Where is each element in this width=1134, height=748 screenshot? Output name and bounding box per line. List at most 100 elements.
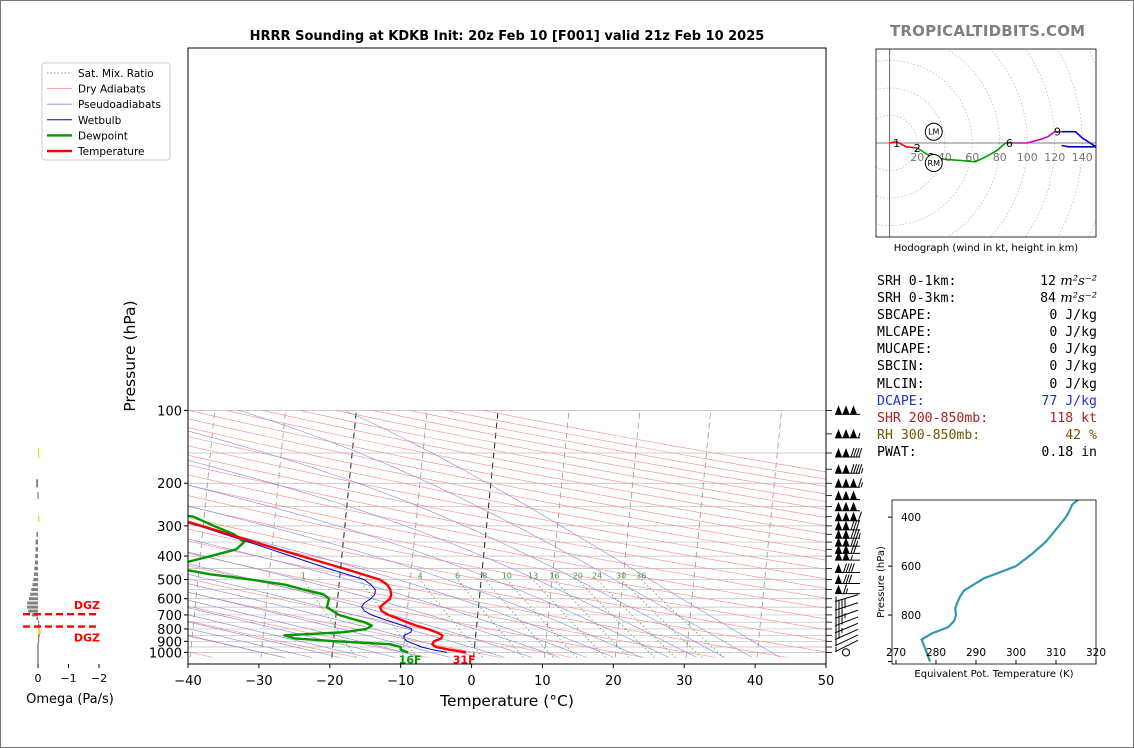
isotherm (614, 410, 641, 658)
legend-entry: Pseudoadiabats (78, 99, 161, 111)
dry-adiabat (188, 528, 826, 653)
x-tick-label: −30 (245, 674, 272, 689)
barb-flag (835, 529, 842, 539)
barb-full (843, 574, 847, 584)
omega-panel: DGZ DGZ 0 −1 −2 Omega (Pa/s) (23, 447, 114, 707)
omega-bar (33, 577, 38, 582)
dry-adiabat (188, 517, 826, 641)
stat-label: SRH 0-1km: (877, 274, 957, 289)
barb-flag (842, 405, 850, 415)
hodograph-ring-label: 20 (910, 151, 924, 164)
wind-barb (834, 639, 859, 653)
barb-full (855, 464, 860, 474)
stat-row: MUCAPE: 0 J/kg (877, 341, 1097, 358)
omega-bar (27, 605, 38, 609)
theta-e-profile (920, 500, 1079, 662)
moist-adiabat (344, 410, 781, 658)
y-tick-label: 600 (157, 593, 182, 608)
stat-label: MLCIN: (877, 376, 925, 392)
wind-barb (835, 447, 863, 458)
hodograph-ring (989, 49, 1028, 237)
stat-value: 42 % (1065, 427, 1097, 444)
hodograph-trace (889, 140, 918, 149)
mixing-ratio-label: 4 (418, 572, 423, 581)
barb-flag (835, 511, 842, 521)
barb-flag (842, 537, 850, 547)
isotherm (685, 410, 712, 658)
omega-x-label: Omega (Pa/s) (26, 692, 114, 707)
skewt-chart: 1 2 4 6 8 10 13 16 20 24 30 3631F16F100200300400500… (0, 29, 864, 710)
hodograph-trace (1013, 130, 1062, 144)
barb-half (845, 588, 849, 594)
dry-adiabat (0, 410, 70, 657)
barb-flag (835, 501, 842, 511)
barb-half (860, 468, 864, 474)
dry-adiabat (188, 445, 826, 570)
dry-adiabat (188, 565, 645, 658)
hodograph-ring-label: 80 (993, 151, 1007, 164)
barb-half (858, 533, 861, 539)
isotherm (260, 410, 286, 658)
dry-adiabat (189, 410, 826, 535)
legend-entry: Dry Adiabats (78, 84, 146, 96)
omega-x-tick-label: −2 (91, 672, 107, 685)
wind-barb (835, 464, 864, 474)
omega-bar (38, 636, 40, 640)
barb-staff (834, 639, 859, 653)
moist-adiabat (188, 460, 697, 658)
y-tick-label: 100 (157, 404, 182, 419)
moist-adiabat (238, 410, 753, 658)
stat-label: PWAT: (877, 444, 917, 460)
legend: Sat. Mix. Ratio Dry Adiabats Pseudoadiabat… (41, 62, 171, 161)
stat-row: PWAT: 0.18 in (877, 444, 1097, 461)
barb-full (858, 447, 863, 458)
barb-full (853, 447, 858, 458)
mixing-ratio-label: 8 (482, 572, 487, 581)
stat-value: 12 m²s⁻² (1040, 273, 1097, 290)
stat-value-number: 12 (1040, 274, 1056, 289)
barb-full (850, 447, 855, 458)
barb-full (853, 544, 858, 554)
omega-bar-yellow (38, 628, 40, 632)
stat-value-number: 0 J/kg (1049, 308, 1097, 324)
wetbulb-profile (188, 522, 448, 653)
wind-barb (835, 478, 864, 488)
barb-full (850, 529, 855, 539)
dry-adiabat (188, 418, 826, 543)
stat-value: 84 m²s⁻² (1040, 290, 1097, 307)
stat-value: 0 J/kg (1049, 376, 1097, 393)
barb-flag (842, 490, 850, 500)
barb-full (853, 529, 858, 539)
stat-value: 0 J/kg (1049, 358, 1097, 375)
moist-adiabat (188, 614, 368, 658)
y-tick-label: 400 (157, 550, 182, 565)
barb-flag (842, 511, 850, 521)
hodograph-ring (1088, 49, 1096, 237)
x-axis-label: Temperature (°C) (439, 692, 574, 710)
wind-barb (835, 584, 860, 595)
legend-box (41, 62, 171, 161)
moist-adiabat (188, 523, 615, 658)
omega-bar (34, 572, 38, 576)
barb-staff (834, 602, 859, 611)
wind-barb (835, 511, 862, 522)
barb-flag (835, 520, 842, 530)
barb-flag (835, 544, 842, 554)
wind-barb (835, 574, 860, 585)
stat-row: SBCAPE: 0 J/kg (877, 307, 1097, 324)
hodograph-ring (1057, 49, 1083, 237)
stat-label: SBCAPE: (877, 308, 933, 324)
mixing-ratio-label: 13 (528, 572, 538, 581)
omega-bar (35, 547, 38, 552)
barb-full (850, 536, 855, 547)
stat-row: SRH 0-3km: 84 m²s⁻² (877, 290, 1097, 307)
legend-entry: Sat. Mix. Ratio (78, 68, 154, 80)
barb-full (848, 574, 853, 584)
stat-value: 77 J/kg (1041, 393, 1097, 410)
theta-e-y-label: Pressure (hPa) (876, 546, 887, 618)
barb-flag (835, 563, 842, 573)
stat-row: MLCIN: 0 J/kg (877, 376, 1097, 393)
skewt-axes-frame (187, 47, 827, 665)
stat-row: SRH 0-1km: 12 m²s⁻² (877, 273, 1097, 290)
omega-bar (38, 620, 40, 624)
